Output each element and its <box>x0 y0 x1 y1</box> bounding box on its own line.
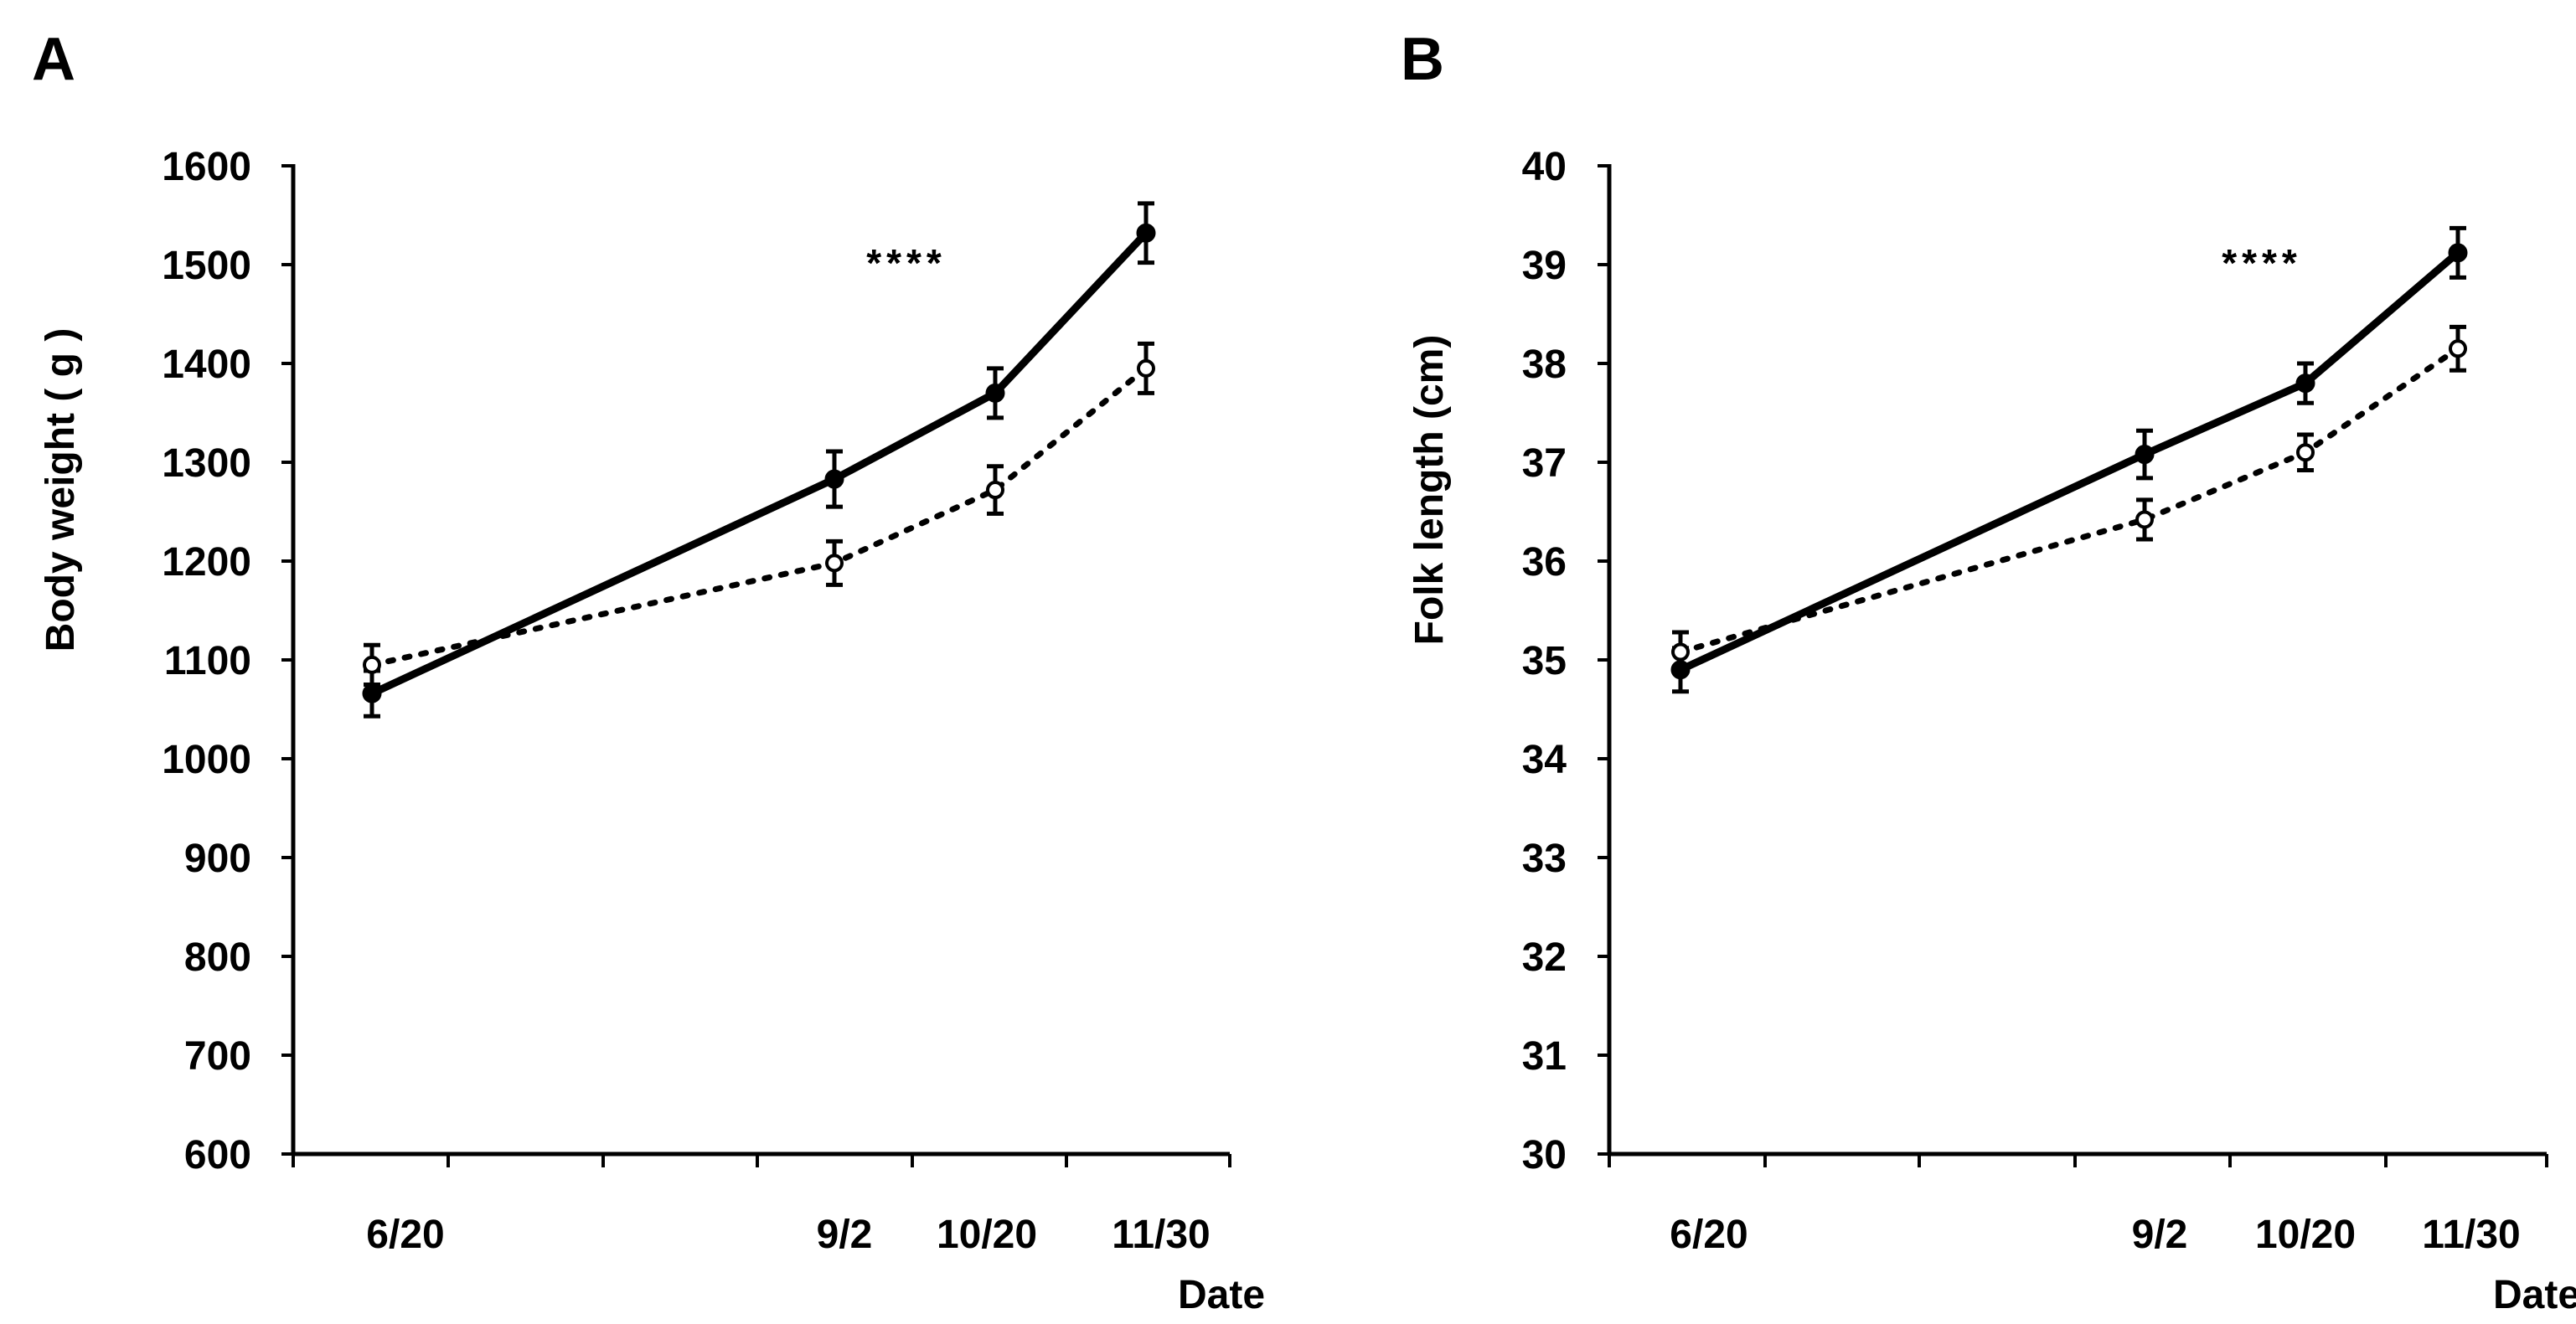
panel-label: B <box>1401 26 1444 93</box>
y-tick-label: 33 <box>1522 837 1567 881</box>
y-tick-label: 1400 <box>162 343 251 387</box>
y-tick-label: 1300 <box>162 441 251 486</box>
x-tick-label: 9/2 <box>817 1213 873 1257</box>
y-tick-label: 32 <box>1522 935 1567 980</box>
y-tick-label: 38 <box>1522 343 1567 387</box>
y-axis-title: Body weight ( g ) <box>39 328 83 652</box>
data-point-filled <box>2295 374 2315 394</box>
y-tick-label: 1000 <box>162 738 251 782</box>
y-tick-label: 1500 <box>162 244 251 288</box>
y-tick-label: 40 <box>1522 145 1567 189</box>
chart-panel-a: A 600 700 800 900 1000 1100 1200 1300 1400 1500 160… <box>32 26 1265 1317</box>
y-tick-label: 600 <box>184 1133 251 1177</box>
x-tick-label: 9/2 <box>2132 1213 2188 1257</box>
data-point-open <box>2449 339 2467 358</box>
data-point-filled <box>2135 445 2155 465</box>
series-line-open <box>1677 345 2461 656</box>
panel-label: A <box>32 26 75 93</box>
data-point-filled <box>985 383 1005 403</box>
significance-annotation: **** <box>866 241 947 285</box>
y-tick-label: 700 <box>184 1034 251 1079</box>
x-tick-label: 10/20 <box>2255 1213 2356 1257</box>
series-line-filled <box>1679 250 2460 673</box>
significance-annotation: **** <box>2222 241 2302 285</box>
series-line-open <box>369 365 1149 668</box>
y-tick-label: 35 <box>1522 639 1567 683</box>
x-tick-label: 10/20 <box>937 1213 1037 1257</box>
x-tick-label: 6/20 <box>366 1213 444 1257</box>
y-tick-label: 37 <box>1522 441 1567 486</box>
data-point-open <box>2296 443 2315 462</box>
data-point-filled <box>1136 223 1156 243</box>
series-line-filled <box>370 230 1149 698</box>
data-point-open <box>1137 358 1155 378</box>
y-tick-label: 39 <box>1522 244 1567 288</box>
y-tick-label: 31 <box>1522 1034 1567 1079</box>
x-tick-label: 11/30 <box>1112 1213 1210 1257</box>
chart-panel-b: B 30 31 32 33 34 35 36 37 38 39 40 6/20 9/2 10/20 11/30… <box>1401 26 2576 1317</box>
y-tick-label: 30 <box>1522 1133 1567 1177</box>
data-point-open <box>825 554 844 573</box>
x-tick-label: 11/30 <box>2422 1213 2520 1257</box>
x-tick-label: 6/20 <box>1670 1213 1747 1257</box>
data-point-filled <box>2448 243 2468 263</box>
y-tick-label: 900 <box>184 837 251 881</box>
data-point-filled <box>824 469 844 489</box>
data-point-filled <box>1670 660 1691 680</box>
x-axis-title: Date <box>2493 1273 2576 1317</box>
y-tick-label: 1600 <box>162 145 251 189</box>
y-axis-title: Folk length (cm) <box>1407 335 1452 646</box>
x-axis-title: Date <box>1178 1273 1265 1317</box>
y-tick-label: 800 <box>184 935 251 980</box>
data-point-filled <box>362 683 382 703</box>
y-tick-label: 1200 <box>162 540 251 585</box>
data-point-open <box>986 481 1004 500</box>
y-tick-label: 1100 <box>164 639 251 683</box>
data-point-open <box>1671 642 1690 662</box>
data-point-open <box>2135 510 2154 529</box>
data-point-open <box>363 655 381 674</box>
y-tick-label: 34 <box>1522 738 1567 782</box>
y-tick-label: 36 <box>1522 540 1567 585</box>
